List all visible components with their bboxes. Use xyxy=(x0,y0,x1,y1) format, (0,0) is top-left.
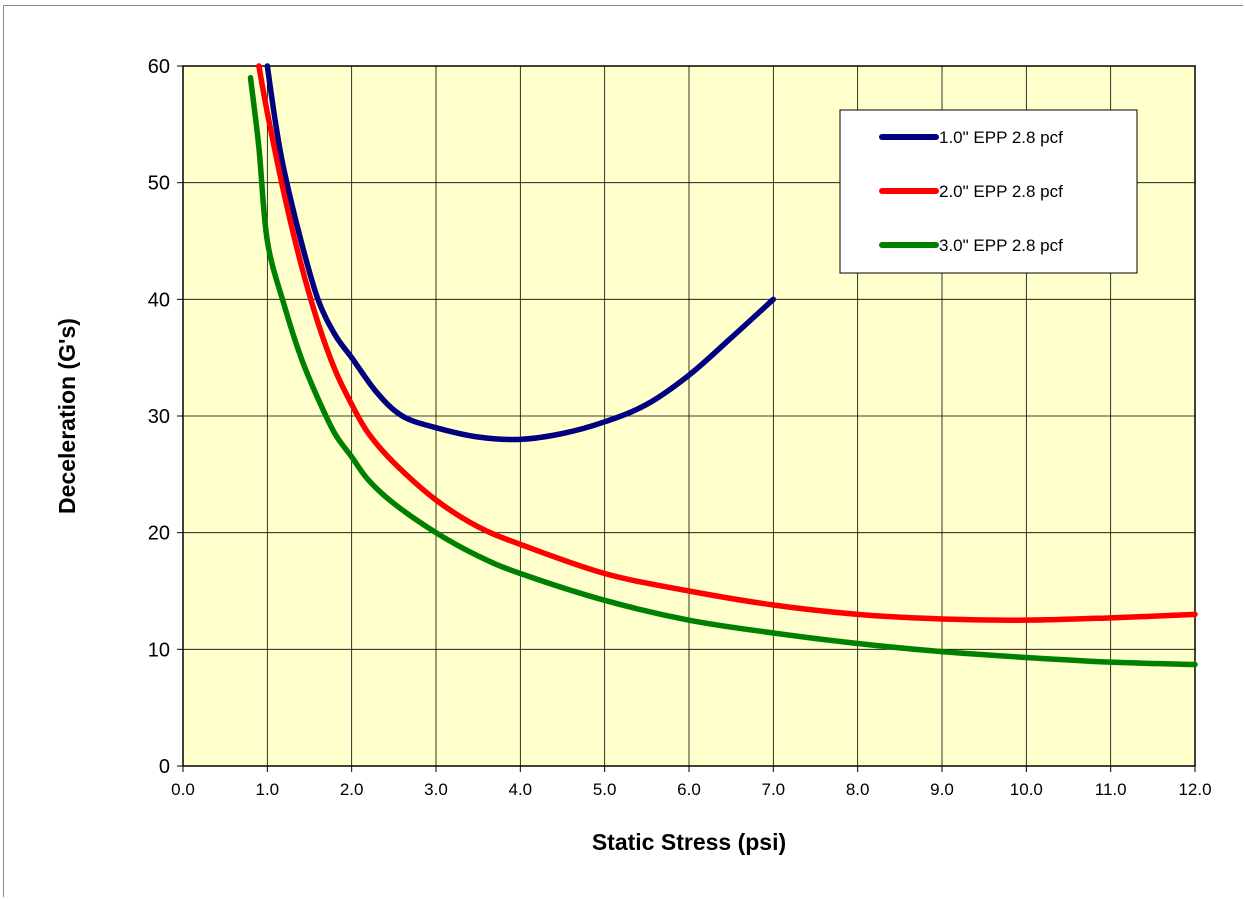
x-tick-label: 0.0 xyxy=(171,780,195,799)
x-tick-label: 10.0 xyxy=(1010,780,1043,799)
x-tick-label: 4.0 xyxy=(509,780,533,799)
legend-label: 2.0" EPP 2.8 pcf xyxy=(939,182,1063,201)
series-line xyxy=(247,74,1198,668)
chart-frame xyxy=(3,5,1243,897)
x-tick-label: 9.0 xyxy=(930,780,954,799)
x-tick-label: 2.0 xyxy=(340,780,364,799)
x-tick-label: 6.0 xyxy=(677,780,701,799)
x-axis-ticks: 0.0 1.0 2.0 3.0 4.0 5.0 6.0 7.0 8.0 9.0 10.0 11.0 12… xyxy=(171,766,1212,799)
y-tick-label: 10 xyxy=(148,639,170,661)
x-tick-label: 8.0 xyxy=(846,780,870,799)
y-axis-ticks: 0 10 20 30 40 50 60 xyxy=(148,56,183,778)
x-axis-title: Static Stress (psi) xyxy=(592,829,786,855)
y-tick-label: 40 xyxy=(148,289,170,311)
x-tick-label: 1.0 xyxy=(256,780,280,799)
y-tick-label: 20 xyxy=(148,523,170,545)
series-line xyxy=(264,63,777,443)
legend: 1.0" EPP 2.8 pcf 2.0" EPP 2.8 pcf 3.0" E… xyxy=(839,109,1138,274)
series-lines xyxy=(247,63,1198,668)
x-tick-label: 5.0 xyxy=(593,780,617,799)
y-tick-label: 60 xyxy=(148,56,170,78)
y-tick-label: 30 xyxy=(148,406,170,428)
x-tick-label: 7.0 xyxy=(762,780,786,799)
y-tick-label: 0 xyxy=(159,756,170,778)
series-line xyxy=(256,63,1198,623)
legend-label: 1.0" EPP 2.8 pcf xyxy=(939,128,1063,147)
x-tick-label: 11.0 xyxy=(1095,780,1127,799)
y-axis-title: Deceleration (G's) xyxy=(54,318,80,514)
x-tick-label: 3.0 xyxy=(424,780,448,799)
y-tick-label: 50 xyxy=(148,173,170,195)
x-tick-label: 12.0 xyxy=(1178,780,1211,799)
legend-label: 3.0" EPP 2.8 pcf xyxy=(939,236,1063,255)
